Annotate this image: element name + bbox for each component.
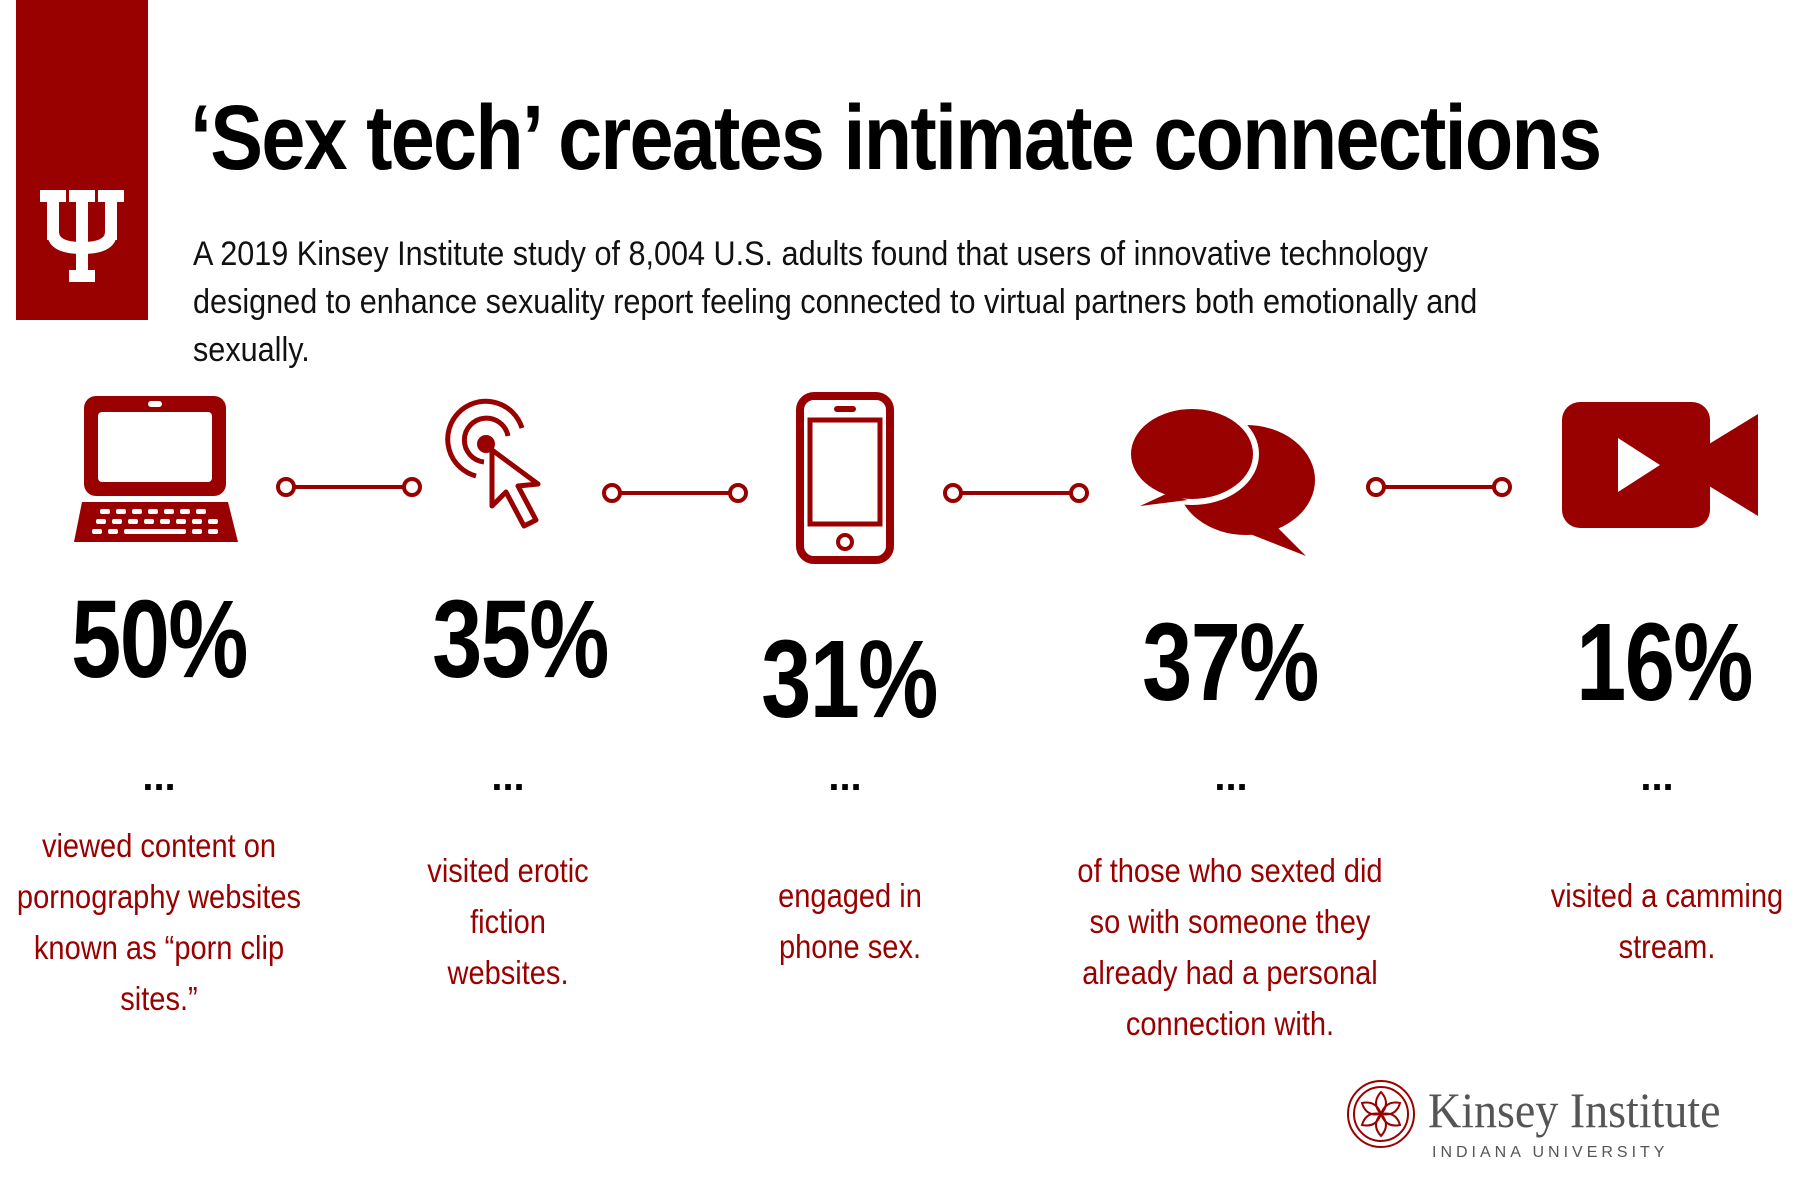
kinsey-institute-name: Kinsey Institute [1428, 1082, 1721, 1138]
stat-value-erotic-fiction: 35% [432, 578, 609, 701]
stat-description-camming: visited a camming stream. [1550, 877, 1784, 965]
laptop-icon [74, 396, 238, 542]
stat-value-phone-sex: 31% [761, 618, 938, 741]
connector-3 [943, 483, 1089, 503]
ellipsis: ... [1214, 755, 1248, 799]
iu-trident-icon [40, 190, 124, 282]
connector-1 [276, 477, 422, 497]
speech-bubbles-icon [1126, 403, 1321, 556]
ellipsis: ... [491, 755, 525, 799]
ellipsis: ... [828, 755, 862, 799]
page-subtitle: A 2019 Kinsey Institute study of 8,004 U… [193, 235, 1478, 369]
kinsey-flower-icon [1347, 1080, 1415, 1148]
cursor-click-icon [445, 398, 541, 529]
video-camera-icon [1562, 402, 1758, 528]
stat-description-phone-sex: engaged in phone sex. [778, 877, 922, 965]
iu-logo-block [16, 0, 148, 320]
connector-2 [602, 483, 748, 503]
ellipsis: ... [142, 755, 176, 799]
stat-value-camming: 16% [1576, 601, 1753, 724]
smartphone-icon [796, 392, 894, 564]
stat-description-porn-sites: viewed content on pornography websites k… [16, 827, 302, 1017]
connector-4 [1366, 477, 1512, 497]
stat-description-sexting: of those who sexted did so with someone … [1077, 852, 1383, 1042]
stat-value-porn-sites: 50% [71, 578, 248, 701]
indiana-university-label: INDIANA UNIVERSITY [1432, 1144, 1669, 1161]
stat-description-erotic-fiction: visited erotic fiction websites. [427, 852, 589, 991]
ellipsis: ... [1640, 755, 1674, 799]
stat-value-sexting: 37% [1142, 601, 1319, 724]
page-title: ‘Sex tech’ creates intimate connections [190, 87, 1602, 189]
